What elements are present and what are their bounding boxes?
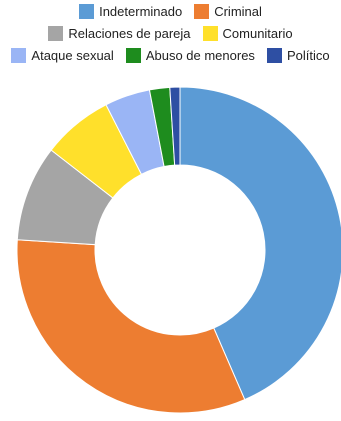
slice-criminal — [16, 239, 246, 414]
legend-swatch-indeterminado — [79, 4, 95, 19]
legend-swatch-abuso-de-menores — [125, 48, 141, 63]
legend-item-politico: Político — [266, 48, 330, 63]
legend-label-relaciones-de-pareja: Relaciones de pareja — [68, 26, 191, 41]
legend-item-relaciones-de-pareja: Relaciones de pareja — [48, 26, 191, 41]
legend-label-criminal: Criminal — [214, 4, 262, 19]
legend-label-abuso-de-menores: Abuso de menores — [145, 48, 255, 63]
legend-item-criminal: Criminal — [194, 4, 262, 19]
legend-item-abuso-de-menores: Abuso de menores — [125, 48, 255, 63]
legend-row-2: Relaciones de pareja Comunitario — [48, 26, 293, 41]
legend-item-comunitario: Comunitario — [202, 26, 293, 41]
legend-swatch-criminal — [194, 4, 210, 19]
legend-label-ataque-sexual: Ataque sexual — [31, 48, 114, 63]
legend-swatch-relaciones-de-pareja — [48, 26, 64, 41]
slice-indeterminado — [179, 86, 341, 401]
legend-swatch-ataque-sexual — [11, 48, 27, 63]
legend-item-indeterminado: Indeterminado — [79, 4, 182, 19]
legend-swatch-politico — [266, 48, 282, 63]
legend-row-3: Ataque sexual Abuso de menores Político — [11, 48, 330, 63]
slice-politico — [169, 86, 181, 166]
legend-label-comunitario: Comunitario — [222, 26, 293, 41]
legend-row-1: Indeterminado Criminal — [79, 4, 262, 19]
legend-item-ataque-sexual: Ataque sexual — [11, 48, 114, 63]
chart-legend: Indeterminado Criminal Relaciones de par… — [0, 4, 341, 63]
legend-label-indeterminado: Indeterminado — [99, 4, 183, 19]
legend-label-politico: Político — [286, 48, 330, 63]
legend-swatch-comunitario — [202, 26, 218, 41]
